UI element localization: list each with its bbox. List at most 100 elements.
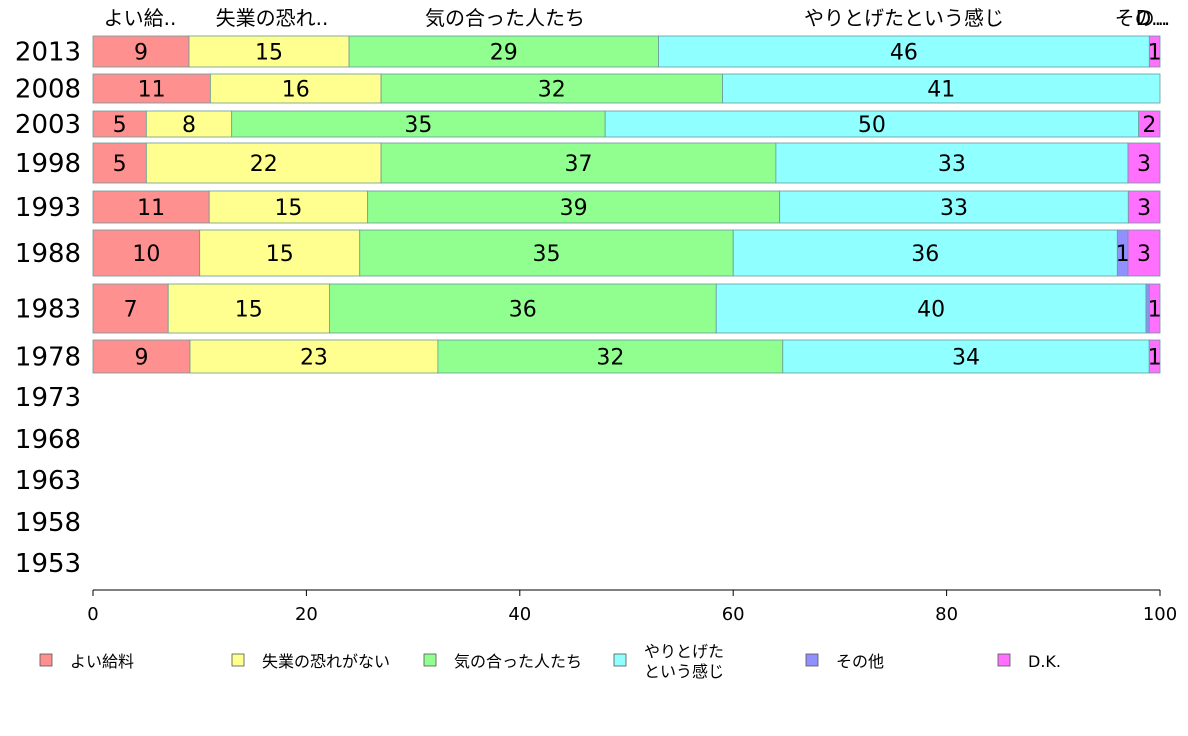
data-label: 2 <box>1142 113 1156 138</box>
legend-label: やりとげた <box>644 642 724 661</box>
data-label: 7 <box>124 298 138 323</box>
x-tick-label: 40 <box>508 604 531 625</box>
data-label: 23 <box>300 346 328 371</box>
bar-segment <box>722 73 1161 104</box>
x-tick-label: 80 <box>935 604 958 625</box>
column-label: その.. <box>1115 6 1168 30</box>
data-label: 15 <box>255 41 283 66</box>
data-label: 36 <box>509 298 537 323</box>
year-label: 2008 <box>15 75 81 105</box>
bar-segment <box>380 73 723 104</box>
data-label: 3 <box>1137 242 1151 267</box>
bar-segment <box>604 110 1140 138</box>
data-label: 41 <box>927 78 955 103</box>
data-label: 40 <box>917 298 945 323</box>
data-label: 11 <box>137 196 165 221</box>
data-label: 8 <box>182 113 196 138</box>
data-label: 35 <box>404 113 432 138</box>
legend-swatch <box>805 653 819 667</box>
data-label: 32 <box>596 346 624 371</box>
data-label: 1 <box>1148 298 1162 323</box>
bar-segment <box>92 110 147 138</box>
bar-segment <box>92 190 210 224</box>
year-label: 1998 <box>15 149 81 179</box>
data-label: 29 <box>490 41 518 66</box>
data-label: 35 <box>532 242 560 267</box>
data-label: 50 <box>858 113 886 138</box>
bar-segment <box>145 142 382 184</box>
legend-swatch <box>231 653 245 667</box>
column-label: よい給.. <box>104 6 177 30</box>
year-label: 1988 <box>15 239 81 269</box>
bar-segment <box>208 190 369 224</box>
legend-swatch <box>423 653 437 667</box>
data-label: 36 <box>911 242 939 267</box>
bar-segment <box>92 339 191 374</box>
bar-segment <box>92 35 190 68</box>
bar-segment <box>658 35 1150 68</box>
year-label: 1958 <box>15 508 81 538</box>
bar-segment <box>189 339 439 374</box>
year-label: 2003 <box>15 110 81 140</box>
x-tick-label: 60 <box>722 604 745 625</box>
bar-segment <box>348 35 659 68</box>
data-label: 15 <box>235 298 263 323</box>
bar-segment <box>1148 283 1161 334</box>
year-label: 1953 <box>15 549 81 579</box>
data-label: 1 <box>1148 41 1162 66</box>
bar-segment <box>1148 35 1161 68</box>
data-label: 5 <box>113 113 127 138</box>
year-label: 1978 <box>15 343 81 373</box>
legend-label: よい給料 <box>70 652 134 671</box>
legend-label: その他 <box>836 652 884 671</box>
x-tick-label: 100 <box>1143 604 1177 625</box>
data-label: 15 <box>266 242 294 267</box>
year-label: 1993 <box>15 193 81 223</box>
column-label: 失業の恐れ.. <box>216 6 329 30</box>
year-label: 2013 <box>15 38 81 68</box>
bar-segment <box>92 229 201 277</box>
data-label: 10 <box>132 242 160 267</box>
data-label: 16 <box>282 78 310 103</box>
bar-segment <box>782 339 1150 374</box>
legend-label: という感じ <box>644 662 724 681</box>
bar-segment <box>380 142 777 184</box>
bar-segment <box>779 190 1129 224</box>
bar-segment <box>92 142 147 184</box>
bar-segment <box>92 283 169 334</box>
data-label: 32 <box>538 78 566 103</box>
bar-segment <box>1127 190 1161 224</box>
data-label: 5 <box>113 152 127 177</box>
bar-segment <box>188 35 350 68</box>
data-label: 22 <box>250 152 278 177</box>
data-label: 1 <box>1116 242 1130 267</box>
legend-label: D.K. <box>1028 652 1061 671</box>
data-label: 3 <box>1137 152 1151 177</box>
data-label: 33 <box>938 152 966 177</box>
bar-segment <box>209 73 382 104</box>
bar-segment <box>1127 229 1161 277</box>
legend-swatch <box>39 653 53 667</box>
legend-swatch <box>613 653 627 667</box>
bar-segment <box>199 229 361 277</box>
x-tick-label: 0 <box>87 604 98 625</box>
legend-label: 失業の恐れがない <box>262 652 390 671</box>
column-label: D... <box>1136 6 1170 30</box>
year-label: 1963 <box>15 466 81 496</box>
year-label: 1983 <box>15 295 81 325</box>
bar-segment <box>437 339 784 374</box>
x-tick-label: 20 <box>295 604 318 625</box>
legend-label: 気の合った人たち <box>454 652 582 671</box>
data-label: 33 <box>940 196 968 221</box>
bar-segment <box>1127 142 1161 184</box>
data-label: 39 <box>560 196 588 221</box>
year-label: 1973 <box>15 383 81 413</box>
bar-segment <box>1148 339 1161 374</box>
data-label: 9 <box>134 41 148 66</box>
bar-segment <box>1138 110 1161 138</box>
bar-segment <box>359 229 734 277</box>
bar-segment <box>145 110 233 138</box>
data-label: 15 <box>274 196 302 221</box>
data-label: 37 <box>564 152 592 177</box>
